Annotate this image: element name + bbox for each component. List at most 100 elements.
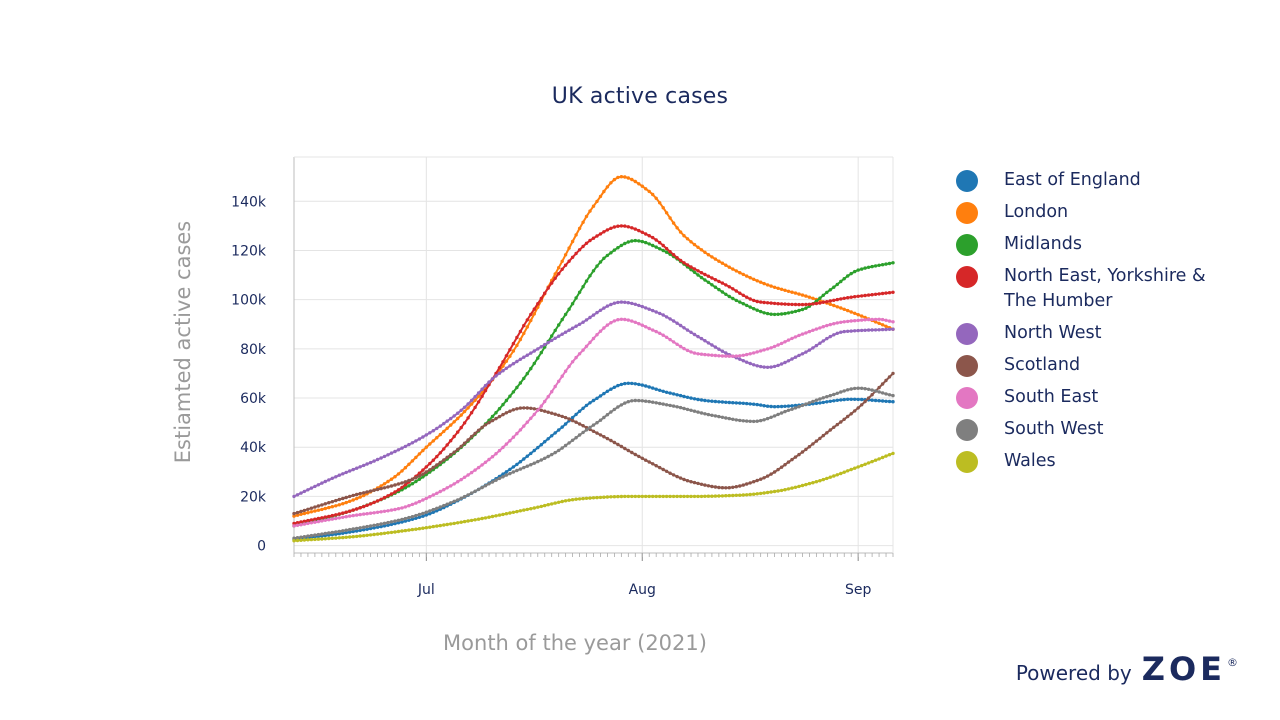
series-point xyxy=(389,451,394,455)
series-point xyxy=(466,473,470,477)
series-point xyxy=(403,483,408,487)
series-point xyxy=(358,534,362,538)
series-point xyxy=(779,362,784,366)
series-point xyxy=(846,397,850,401)
series-point xyxy=(623,494,627,499)
series-point xyxy=(327,505,331,510)
series-point xyxy=(344,510,348,514)
series-point xyxy=(372,523,376,527)
series-point xyxy=(706,484,711,488)
series-point xyxy=(713,414,718,418)
series-point xyxy=(866,328,871,332)
series-point xyxy=(424,433,428,437)
series-point xyxy=(696,481,700,486)
series-point xyxy=(759,477,763,481)
series-point xyxy=(449,522,453,526)
series-point xyxy=(884,291,888,295)
series-point xyxy=(438,451,442,455)
series-point xyxy=(651,462,655,466)
series-point xyxy=(870,459,874,464)
series-point xyxy=(790,404,794,408)
y-tick-label: 20k xyxy=(240,489,267,505)
series-point xyxy=(362,528,366,532)
series-point xyxy=(748,305,752,309)
y-tick-label: 80k xyxy=(240,342,267,358)
series-point xyxy=(853,397,857,401)
series-point xyxy=(699,248,704,252)
series-point xyxy=(793,455,798,459)
series-point xyxy=(644,384,648,388)
series-point xyxy=(327,501,331,505)
series-point xyxy=(529,366,533,371)
series-point xyxy=(710,343,714,347)
series-point xyxy=(449,484,453,488)
series-point xyxy=(828,302,832,306)
series-point xyxy=(873,292,878,296)
series-point xyxy=(351,513,355,518)
series-point xyxy=(717,414,721,419)
series-point xyxy=(605,323,610,327)
series-point xyxy=(745,352,749,357)
series-point xyxy=(752,298,756,303)
series-point xyxy=(522,376,526,381)
series-point xyxy=(539,345,543,349)
series-point xyxy=(640,304,644,309)
series-point xyxy=(699,336,704,341)
series-point xyxy=(320,481,324,485)
series-point xyxy=(856,268,860,272)
series-point xyxy=(887,393,892,397)
series-point xyxy=(417,437,422,441)
series-point xyxy=(661,402,665,406)
series-point xyxy=(866,265,871,269)
series-point xyxy=(382,509,387,513)
series-point xyxy=(344,535,348,539)
series-point xyxy=(459,413,463,417)
series-point xyxy=(497,371,502,375)
series-point xyxy=(630,494,634,499)
series-point xyxy=(389,508,394,512)
series-point xyxy=(863,318,867,322)
series-point xyxy=(584,496,589,500)
series-point xyxy=(351,529,355,534)
series-point xyxy=(473,398,477,402)
series-point xyxy=(818,326,822,330)
series-point xyxy=(306,488,310,492)
series-point xyxy=(358,491,362,496)
x-tick-label: Aug xyxy=(629,582,656,598)
series-point xyxy=(720,349,725,353)
series-point xyxy=(393,521,397,526)
series-point xyxy=(476,465,481,470)
series-point xyxy=(598,495,603,500)
series-point xyxy=(724,486,728,490)
series-point xyxy=(337,473,341,477)
series-point xyxy=(313,484,317,489)
series-point xyxy=(727,265,731,269)
series-point xyxy=(525,454,529,458)
series-point xyxy=(658,247,662,251)
series-point xyxy=(424,496,428,501)
legend-item: Scotland xyxy=(956,353,1256,378)
series-point xyxy=(438,489,442,494)
series-point xyxy=(483,423,488,427)
series-point xyxy=(633,238,637,243)
series-point xyxy=(671,221,676,225)
series-point xyxy=(508,409,512,413)
series-point xyxy=(546,454,550,459)
series-point xyxy=(870,317,874,322)
series-point xyxy=(678,323,683,328)
series-point xyxy=(839,471,843,476)
series-point xyxy=(790,457,794,462)
series-point xyxy=(355,534,359,539)
series-point xyxy=(525,464,529,468)
series-point xyxy=(748,402,752,406)
series-point xyxy=(588,425,592,430)
series-point xyxy=(588,274,592,278)
series-point xyxy=(873,317,878,322)
series-point xyxy=(337,529,341,534)
series-point xyxy=(640,456,644,460)
series-point xyxy=(804,482,808,487)
legend-item: London xyxy=(956,200,1256,225)
series-point xyxy=(849,271,853,276)
series-point xyxy=(818,401,822,405)
series-point xyxy=(417,474,422,478)
